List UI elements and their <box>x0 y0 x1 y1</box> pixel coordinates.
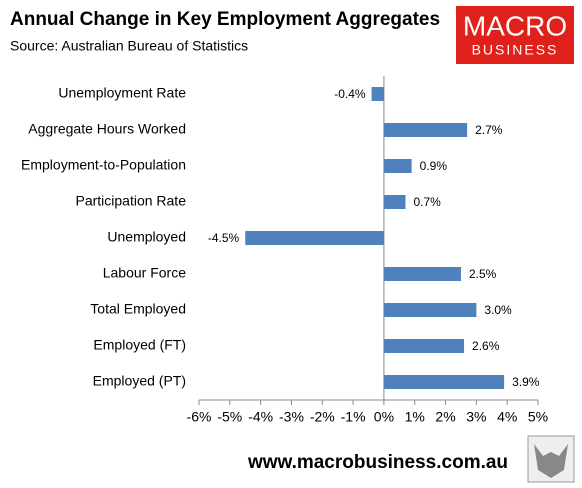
x-tick-label: -1% <box>341 409 366 425</box>
x-tick-label: 2% <box>435 409 455 425</box>
bar <box>383 267 461 281</box>
chart-title: Annual Change in Key Employment Aggregat… <box>10 9 440 30</box>
bar <box>383 375 505 389</box>
value-label: 3.9% <box>512 375 540 389</box>
bar <box>383 159 412 173</box>
x-tick-label: -5% <box>217 409 242 425</box>
x-tick-label: 1% <box>405 409 425 425</box>
x-tick-label: -3% <box>279 409 304 425</box>
y-tick-label: Participation Rate <box>75 193 186 209</box>
value-label: -0.4% <box>334 87 366 101</box>
y-tick-label: Employment-to-Population <box>21 157 186 173</box>
x-tick-label: 3% <box>466 409 486 425</box>
y-tick-label: Employed (PT) <box>93 373 186 389</box>
value-label: 3.0% <box>484 303 512 317</box>
bar <box>383 339 465 353</box>
y-tick-label: Labour Force <box>103 265 186 281</box>
value-label: 0.9% <box>420 159 448 173</box>
x-tick-label: 5% <box>528 409 548 425</box>
x-tick-label: -6% <box>187 409 212 425</box>
value-label: 2.6% <box>472 339 500 353</box>
chart-subtitle: Source: Australian Bureau of Statistics <box>10 38 248 54</box>
bar <box>383 303 477 317</box>
value-label: 2.5% <box>469 267 497 281</box>
x-tick-label: 4% <box>497 409 517 425</box>
bar <box>383 195 406 209</box>
bar <box>371 87 384 101</box>
y-tick-label: Total Employed <box>90 301 186 317</box>
y-tick-label: Unemployment Rate <box>58 85 186 101</box>
value-label: -4.5% <box>208 231 240 245</box>
y-tick-label: Aggregate Hours Worked <box>28 121 186 137</box>
logo-text: MACRO <box>463 10 567 41</box>
value-label: 2.7% <box>475 123 503 137</box>
x-tick-label: -2% <box>310 409 335 425</box>
value-label: 0.7% <box>413 195 441 209</box>
logo-text: BUSINESS <box>472 42 559 58</box>
footer: www.macrobusiness.com.au <box>247 452 508 473</box>
wolf-icon <box>527 435 575 483</box>
y-tick-label: Unemployed <box>107 229 186 245</box>
logo-box <box>456 6 574 64</box>
y-tick-label: Employed (FT) <box>93 337 186 353</box>
bar <box>245 231 384 245</box>
x-tick-label: 0% <box>374 409 394 425</box>
bar <box>383 123 468 137</box>
x-tick-label: -4% <box>248 409 273 425</box>
